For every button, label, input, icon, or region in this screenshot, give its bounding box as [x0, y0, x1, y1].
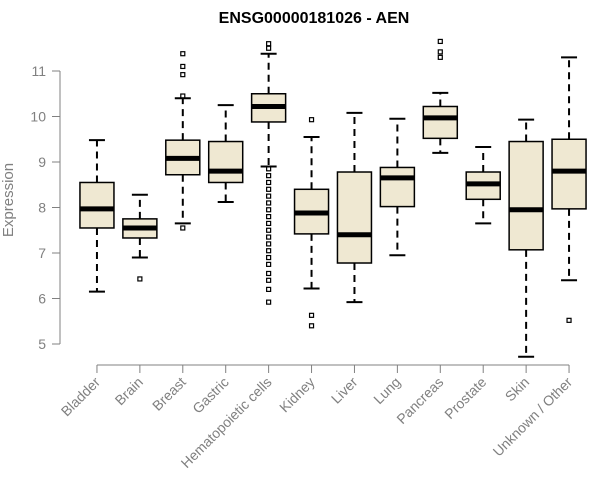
iqr-box [336, 171, 373, 264]
x-tick-label: Breast [149, 374, 189, 414]
y-tick-label: 11 [31, 63, 46, 79]
box-prostate [465, 145, 501, 225]
x-tick-label: Liver [328, 374, 361, 407]
x-tick-label: Skin [502, 374, 533, 405]
box-gastric [207, 104, 244, 204]
outlier-point [266, 241, 272, 247]
outlier-point [308, 117, 315, 123]
box-breast [165, 51, 201, 231]
outlier-point [266, 166, 272, 172]
box-skin [508, 118, 544, 358]
outlier-point [266, 214, 272, 220]
outlier-point [266, 220, 272, 227]
outlier-point [137, 276, 143, 282]
outlier-point [266, 173, 272, 179]
x-tick-label: Kidney [276, 374, 318, 416]
outlier-point [266, 277, 272, 283]
x-tick-label: Lung [370, 374, 403, 407]
iqr-box [551, 138, 587, 210]
box-liver [336, 111, 373, 304]
box-bladder [79, 139, 115, 293]
y-tick-label: 8 [38, 200, 46, 216]
iqr-box [508, 140, 544, 251]
outlier-point [180, 225, 186, 231]
outlier-point [180, 93, 186, 99]
y-tick-label: 5 [38, 336, 46, 352]
chart-title: ENSG00000181026 - AEN [219, 10, 410, 27]
iqr-box [207, 140, 244, 184]
outlier-point [308, 312, 315, 318]
outlier-point [266, 41, 272, 47]
outlier-point [566, 317, 572, 323]
outlier-point [266, 261, 272, 267]
outlier-point [266, 286, 272, 292]
outlier-point [180, 72, 186, 78]
outlier-point [266, 200, 272, 206]
y-tick-label: 6 [38, 291, 46, 307]
iqr-box [422, 105, 459, 140]
iqr-box [79, 181, 115, 229]
y-tick-label: 9 [38, 154, 46, 170]
outlier-point [266, 45, 272, 51]
box-lung [379, 117, 416, 257]
outlier-point [180, 63, 186, 70]
outlier-point [266, 248, 272, 254]
outlier-point [266, 299, 272, 305]
iqr-box [379, 166, 416, 208]
outlier-point [308, 323, 315, 329]
outlier-point [266, 193, 272, 199]
x-tick-label: Pancreas [393, 374, 446, 427]
box-unknown-other [551, 56, 587, 323]
x-tick-label: Bladder [58, 374, 104, 420]
y-axis: 5 6 7 8 9 10 11 [30, 63, 61, 352]
x-tick-label: Gastric [189, 374, 232, 417]
outlier-point [437, 54, 443, 60]
box-hematopoietic-cells [250, 41, 287, 305]
outlier-point [437, 38, 443, 45]
y-axis-title: Expression [0, 163, 17, 237]
box-pancreas [422, 38, 459, 154]
outlier-point [266, 207, 272, 213]
outlier-point [266, 254, 272, 261]
outlier-point [266, 227, 272, 233]
boxes-layer [79, 38, 587, 358]
y-tick-label: 7 [38, 245, 46, 261]
outlier-point [437, 49, 443, 55]
outlier-point [266, 270, 272, 277]
outlier-point [180, 51, 186, 57]
box-kidney [293, 117, 330, 329]
outlier-point [266, 234, 272, 240]
outlier-point [266, 186, 272, 192]
x-tick-label: Brain [112, 374, 146, 408]
outlier-point [266, 179, 272, 186]
box-brain [122, 193, 158, 282]
x-tick-label: Prostate [441, 374, 489, 422]
y-tick-label: 10 [30, 109, 46, 125]
x-tick-label: Unknown / Other [490, 374, 576, 460]
